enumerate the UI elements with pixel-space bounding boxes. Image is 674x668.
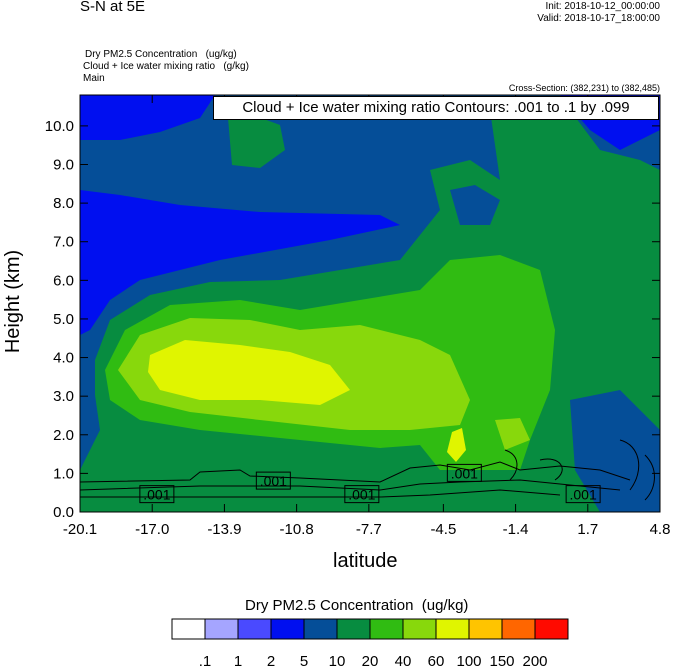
colorbar-swatch <box>402 618 437 640</box>
y-tick-label: 3.0 <box>53 388 74 405</box>
colorbar-swatch <box>171 618 206 640</box>
colorbar-label: 5 <box>300 653 308 668</box>
x-tick-label: -17.0 <box>135 521 169 538</box>
fill-40-60-right <box>495 418 530 450</box>
x-tick-label: -7.7 <box>356 521 382 538</box>
contour-label-box <box>255 471 291 490</box>
colorbar-label: 60 <box>428 653 445 668</box>
colorbar-swatch <box>237 618 272 640</box>
fill-5-10-patch-right <box>570 390 660 512</box>
colorbar-label: 1 <box>234 653 242 668</box>
colorbar-label: 200 <box>522 653 547 668</box>
filled-contours <box>80 95 660 512</box>
y-tick-label: 2.0 <box>53 427 74 444</box>
y-axis: 0.0 1.0 2.0 3.0 4.0 5.0 6.0 7.0 8.0 9.0 10.0 <box>45 118 660 521</box>
fill-5-10-patch-mid <box>450 185 500 225</box>
colorbar-label: 100 <box>456 653 481 668</box>
x-axis-label: latitude <box>333 550 398 572</box>
fill-2-5-top <box>80 95 215 140</box>
colorbar-swatch <box>204 618 239 640</box>
contour-info-box: Cloud + Ice water mixing ratio Contours:… <box>213 96 659 120</box>
contour-labels: .001 .001 .001 .001 .001 <box>139 463 601 504</box>
colorbar-title: Dry PM2.5 Concentration (ug/kg) <box>245 597 469 614</box>
colorbar-swatch <box>534 618 569 640</box>
y-tick-label: 10.0 <box>45 118 74 135</box>
contour-label-box <box>446 463 482 482</box>
contour-label: .001 <box>260 473 287 489</box>
contour-label: .001 <box>348 487 375 503</box>
y-tick-label: 8.0 <box>53 195 74 212</box>
field-name-2: Cloud + Ice water mixing ratio (g/kg) <box>83 61 249 72</box>
cross-section-info: Cross-Section: (382,231) to (382,485) <box>508 83 660 93</box>
x-tick-label: 4.8 <box>650 521 671 538</box>
colorbar: .1 1 2 5 10 20 40 60 100 150 200 <box>171 618 569 668</box>
x-tick-label: -13.9 <box>207 521 241 538</box>
y-tick-label: 6.0 <box>53 272 74 289</box>
colorbar-label: 20 <box>362 653 379 668</box>
x-tick-label: -1.4 <box>503 521 529 538</box>
colorbar-label: 150 <box>489 653 514 668</box>
contour-label: .001 <box>143 487 170 503</box>
colorbar-swatch <box>303 618 338 640</box>
x-tick-label: 1.7 <box>577 521 598 538</box>
y-tick-label: 4.0 <box>53 350 74 367</box>
x-tick-label: -4.5 <box>430 521 456 538</box>
y-tick-label: 5.0 <box>53 311 74 328</box>
y-tick-label: 9.0 <box>53 157 74 174</box>
y-tick-label: 1.0 <box>53 465 74 482</box>
init-time: Init: 2018-10-12_00:00:00 <box>545 1 660 12</box>
plot-frame <box>79 94 661 513</box>
colorbar-swatch <box>336 618 371 640</box>
colorbar-label: 10 <box>329 653 346 668</box>
fill-2-5-left <box>80 190 400 335</box>
colorbar-label: 40 <box>395 653 412 668</box>
x-tick-label: -10.8 <box>280 521 314 538</box>
contour-label: .001 <box>570 487 597 503</box>
contour-label-box <box>344 485 380 504</box>
fill-10-20-top <box>228 112 285 168</box>
y-tick-label: 7.0 <box>53 234 74 251</box>
field-name-1: Dry PM2.5 Concentration (ug/kg) <box>85 49 237 60</box>
contour-label-box <box>139 485 175 504</box>
colorbar-swatch <box>468 618 503 640</box>
fill-60-100-blob <box>447 428 466 462</box>
colorbar-label: .1 <box>199 653 212 668</box>
fill-60-100 <box>148 340 350 405</box>
valid-time: Valid: 2018-10-17_18:00:00 <box>537 13 660 24</box>
y-axis-label: Height (km) <box>2 249 25 354</box>
colorbar-swatch <box>435 618 470 640</box>
contour-label: .001 <box>451 465 478 481</box>
colorbar-swatch <box>501 618 536 640</box>
colorbar-label: 2 <box>267 653 275 668</box>
contour-label-box <box>565 485 601 504</box>
y-tick-label: 0.0 <box>53 504 74 521</box>
colorbar-swatch <box>270 618 305 640</box>
colorbar-swatch <box>369 618 404 640</box>
cloud-contours <box>80 439 655 501</box>
x-tick-label: -20.1 <box>63 521 97 538</box>
plot-title: S-N at 5E <box>80 0 146 15</box>
field-name-3: Main <box>83 73 105 84</box>
